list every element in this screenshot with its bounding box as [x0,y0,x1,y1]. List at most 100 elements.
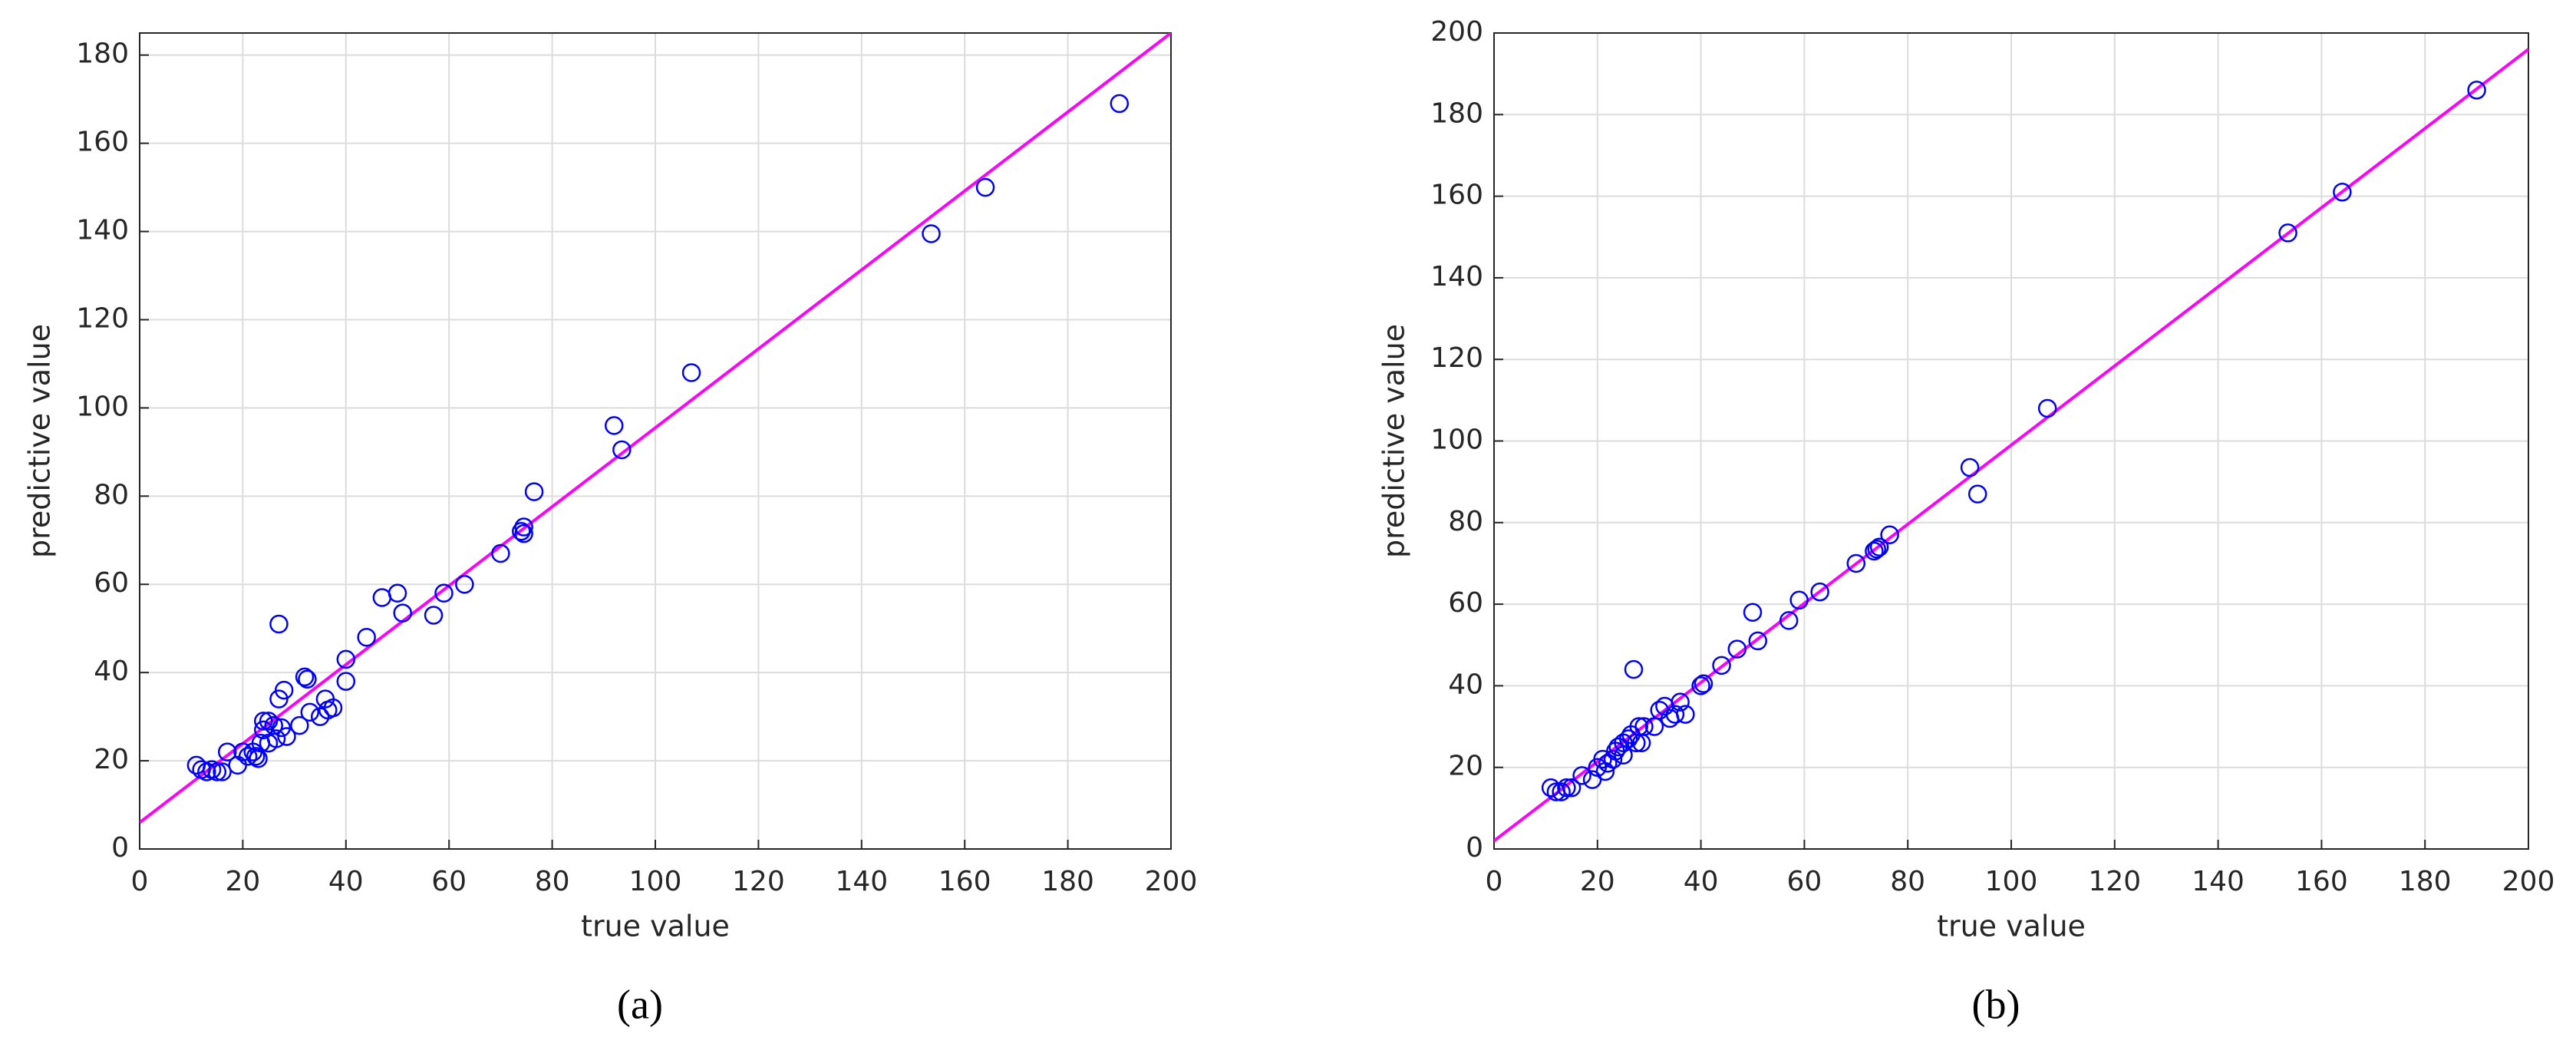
data-point [1967,484,1987,504]
data-point [323,698,343,718]
y-tick-label: 20 [94,744,129,775]
data-point [254,712,273,731]
data-point [300,702,320,722]
x-tick-label: 140 [2192,866,2245,897]
data-point [1712,656,1731,675]
fit-line [140,33,1171,824]
data-point [1727,639,1747,659]
data-point [1634,717,1654,736]
data-point [512,522,531,541]
data-point [1691,676,1710,695]
x-tick-label: 60 [431,866,467,897]
data-point [246,747,266,766]
data-point [514,517,533,537]
plot-frame [1493,32,2529,850]
data-point [1846,553,1866,573]
x-axis-label: true value [1937,910,2086,943]
data-point [2467,81,2486,100]
data-point [388,583,407,603]
data-point [1867,540,1887,559]
x-tick-label: 20 [1580,866,1615,897]
data-point [455,574,474,594]
data-point [264,715,283,735]
data-point [213,762,232,781]
data-point [266,729,286,748]
y-tick-label: 60 [94,567,129,599]
data-point [681,363,701,382]
caption: (b) [1972,981,2020,1027]
data-point [1671,692,1690,712]
data-point [238,747,258,766]
data-point [2333,183,2352,202]
y-tick-label: 0 [1466,832,1483,864]
y-tick-label: 80 [1448,506,1483,537]
data-point [269,689,289,709]
data-point [1110,94,1130,114]
x-tick-label: 80 [1890,866,1925,897]
data-point [1624,659,1644,679]
y-tick-label: 120 [1430,342,1483,374]
y-tick-label: 200 [1430,16,1483,48]
data-point [1810,582,1829,602]
data-point [1603,749,1623,769]
y-tick-label: 140 [76,215,129,246]
y-tick-label: 40 [1448,669,1483,700]
data-point [274,680,294,700]
data-point [217,742,237,761]
x-tick-label: 200 [1145,866,1198,897]
data-point [514,524,533,543]
y-tick-label: 180 [1430,97,1483,129]
data-point [424,606,444,625]
y-tick-label: 60 [1448,587,1483,619]
x-tick-label: 100 [1985,866,2038,897]
y-tick-label: 100 [1430,424,1483,456]
data-point [1743,603,1763,622]
data-point [2037,398,2057,418]
data-point [434,583,454,603]
data-point [1869,537,1889,557]
data-point [1748,631,1767,651]
y-tick-label: 0 [111,832,129,864]
plot-frame [139,32,1172,850]
x-tick-label: 160 [2295,866,2348,897]
data-point [1572,766,1591,785]
y-tick-label: 160 [1430,180,1483,211]
data-point [298,669,317,689]
x-tick-label: 180 [1041,866,1094,897]
y-tick-label: 180 [76,38,129,70]
data-point [393,603,412,623]
y-tick-label: 40 [94,656,129,687]
x-tick-label: 80 [535,866,570,897]
y-tick-label: 140 [1430,261,1483,292]
data-point [491,543,510,563]
data-point [372,588,392,607]
x-tick-label: 120 [2088,866,2141,897]
x-tick-label: 100 [629,866,682,897]
data-point [1552,782,1571,801]
data-point [254,720,273,740]
data-point [524,482,544,501]
data-point [1562,778,1582,798]
data-point [1644,717,1664,736]
y-axis-label: predictive value [23,324,57,558]
y-tick-label: 100 [76,391,129,422]
fit-line [1494,48,2528,842]
data-point [1541,778,1561,798]
data-point [1960,457,1980,477]
data-point [272,718,292,738]
data-point [269,614,289,634]
data-point [1676,705,1695,724]
data-point [290,715,309,735]
x-tick-label: 0 [131,866,149,897]
data-point [1789,590,1809,610]
data-point [277,727,296,746]
y-tick-label: 20 [1448,751,1483,782]
data-point [336,649,356,669]
x-tick-label: 40 [1684,866,1719,897]
data-point [612,440,632,460]
data-point [604,416,624,435]
x-tick-label: 40 [328,866,364,897]
y-tick-label: 160 [76,127,129,158]
x-tick-label: 160 [938,866,991,897]
